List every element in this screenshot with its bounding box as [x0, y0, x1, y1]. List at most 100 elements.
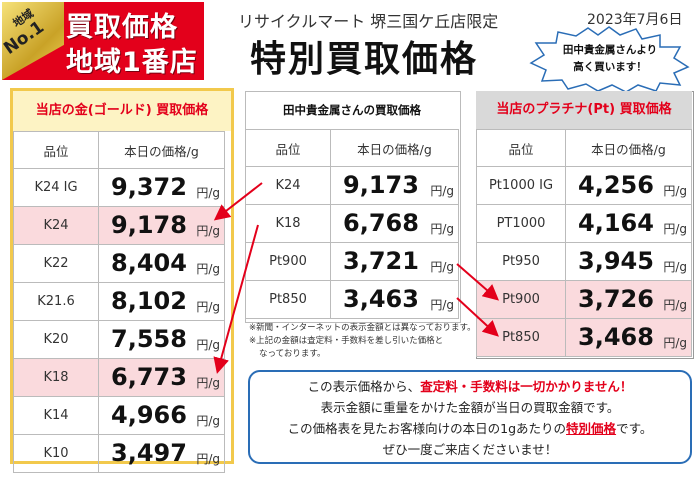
platinum-grade: PT1000: [476, 204, 566, 243]
gold-unit: 円/g: [196, 262, 220, 276]
gold-unit: 円/g: [196, 414, 220, 428]
tanaka-price: 3,463: [343, 285, 419, 313]
platinum-row: Pt950 3,945 円/g: [476, 242, 692, 281]
gold-row: K14 4,966 円/g: [13, 396, 225, 435]
platinum-price-cell: 4,164 円/g: [565, 204, 692, 243]
arrow-k24: [213, 182, 263, 221]
arrow-pt850: [456, 297, 499, 337]
note-2: ※上記の金額は査定料・手数料を差し引いた価格と: [249, 336, 444, 346]
gold-grade: K18: [13, 358, 99, 397]
gold-col-grade: 品位: [13, 131, 99, 169]
platinum-price-cell: 3,468 円/g: [565, 318, 692, 357]
gold-row: K20 7,558 円/g: [13, 320, 225, 359]
gold-price: 9,178: [111, 211, 187, 239]
tanaka-unit: 円/g: [430, 222, 454, 236]
platinum-row: PT1000 4,164 円/g: [476, 204, 692, 243]
gold-price-cell: 8,404 円/g: [98, 244, 225, 283]
platinum-unit: 円/g: [663, 260, 687, 274]
badge-line1: 買取価格: [66, 12, 178, 43]
tanaka-grade: Pt900: [245, 242, 331, 281]
tanaka-price-cell: 9,173 円/g: [330, 166, 459, 205]
gold-price: 8,404: [111, 249, 187, 277]
tanaka-row: Pt900 3,721 円/g: [245, 242, 459, 281]
tanaka-row: Pt850 3,463 円/g: [245, 280, 459, 319]
info-line3-a: この価格表を見たお客様向けの本日の1gあたりの: [287, 421, 567, 436]
platinum-price: 3,945: [578, 247, 654, 275]
arrow-pt900: [456, 263, 500, 301]
gold-unit: 円/g: [196, 452, 220, 466]
platinum-unit: 円/g: [663, 298, 687, 312]
info-line3-c: です。: [616, 421, 653, 436]
tanaka-row: K24 9,173 円/g: [245, 166, 459, 205]
platinum-grade: Pt950: [476, 242, 566, 281]
gold-row: K18 6,773 円/g: [13, 358, 225, 397]
gold-unit: 円/g: [196, 186, 220, 200]
tanaka-price: 9,173: [343, 171, 419, 199]
tanaka-table-title: 田中貴金属さんの買取価格: [283, 103, 421, 117]
note-3: なっております。: [259, 349, 326, 359]
gold-grade: K24: [13, 206, 99, 245]
arrow-k18: [213, 224, 259, 374]
gold-grade: K10: [13, 434, 99, 473]
platinum-row: Pt1000 IG 4,256 円/g: [476, 166, 692, 205]
platinum-unit: 円/g: [663, 184, 687, 198]
gold-price: 7,558: [111, 325, 187, 353]
info-line2: 表示金額に重量をかけた金額が当日の買取金額です。: [320, 400, 620, 415]
gold-price: 3,497: [111, 439, 187, 467]
platinum-row: Pt850 3,468 円/g: [476, 318, 692, 357]
platinum-table-title: 当店のプラチナ(Pt) 買取価格: [476, 91, 692, 129]
gold-price: 4,966: [111, 401, 187, 429]
tanaka-price-cell: 3,721 円/g: [330, 242, 459, 281]
platinum-price: 4,164: [578, 209, 654, 237]
gold-price-cell: 8,102 円/g: [98, 282, 225, 321]
info-box: [248, 370, 692, 464]
info-special-price: 特別価格: [566, 421, 617, 436]
tanaka-row: K18 6,768 円/g: [245, 204, 459, 243]
page-title: 特別買取価格: [250, 39, 479, 80]
tanaka-price-table: 品位 本日の価格/g K24 9,173 円/g K18 6,768 円/g Pt900 3,…: [245, 129, 459, 319]
info-no-fee: 査定料・手数料は一切かかりません！: [420, 379, 633, 394]
tanaka-unit: 円/g: [430, 260, 454, 274]
store-name: リサイクルマート 堺三国ケ丘店限定: [238, 12, 499, 31]
platinum-price-cell: 4,256 円/g: [565, 166, 692, 205]
platinum-price: 4,256: [578, 171, 654, 199]
gold-row: K10 3,497 円/g: [13, 434, 225, 473]
gold-price-cell: 4,966 円/g: [98, 396, 225, 435]
info-line1-a: この表示価格から、: [307, 379, 421, 394]
gold-price: 6,773: [111, 363, 187, 391]
burst-line2: 高く買います！: [573, 61, 647, 73]
speech-burst: [529, 26, 690, 93]
gold-grade: K20: [13, 320, 99, 359]
burst-text: 田中貴金属さんより 高く買います！: [545, 42, 675, 76]
platinum-col-price: 本日の価格/g: [565, 129, 692, 167]
gold-price-cell: 7,558 円/g: [98, 320, 225, 359]
gold-row: K21.6 8,102 円/g: [13, 282, 225, 321]
platinum-price-cell: 3,945 円/g: [565, 242, 692, 281]
gold-row: K22 8,404 円/g: [13, 244, 225, 283]
gold-grade: K21.6: [13, 282, 99, 321]
platinum-price: 3,468: [578, 323, 654, 351]
burst-line1: 田中貴金属さんより: [562, 44, 658, 56]
tanaka-price-cell: 6,768 円/g: [330, 204, 459, 243]
tanaka-unit: 円/g: [430, 298, 454, 312]
platinum-unit: 円/g: [663, 222, 687, 236]
gold-row: K24 IG 9,372 円/g: [13, 168, 225, 207]
gold-price: 9,372: [111, 173, 187, 201]
tanaka-grade: Pt850: [245, 280, 331, 319]
platinum-price: 3,726: [578, 285, 654, 313]
gold-price-cell: 3,497 円/g: [98, 434, 225, 473]
gold-table-title: 当店の金(ゴールド) 買取価格: [13, 91, 231, 131]
gold-price: 8,102: [111, 287, 187, 315]
info-line3: この価格表を見たお客様向けの本日の1gあたりの特別価格です。: [248, 418, 692, 437]
gold-unit: 円/g: [196, 376, 220, 390]
tanaka-price: 6,768: [343, 209, 419, 237]
tanaka-unit: 円/g: [430, 184, 454, 198]
note-1: ※新聞・インターネットの表示金額とは異なっております。: [249, 323, 476, 333]
info-line4: ぜひ一度ご来店くださいませ！: [382, 442, 558, 457]
tanaka-price-cell: 3,463 円/g: [330, 280, 459, 319]
platinum-unit: 円/g: [663, 336, 687, 350]
gold-price-cell: 6,773 円/g: [98, 358, 225, 397]
tanaka-price: 3,721: [343, 247, 419, 275]
platinum-price-cell: 3,726 円/g: [565, 280, 692, 319]
date: 2023年7月6日: [587, 12, 683, 28]
